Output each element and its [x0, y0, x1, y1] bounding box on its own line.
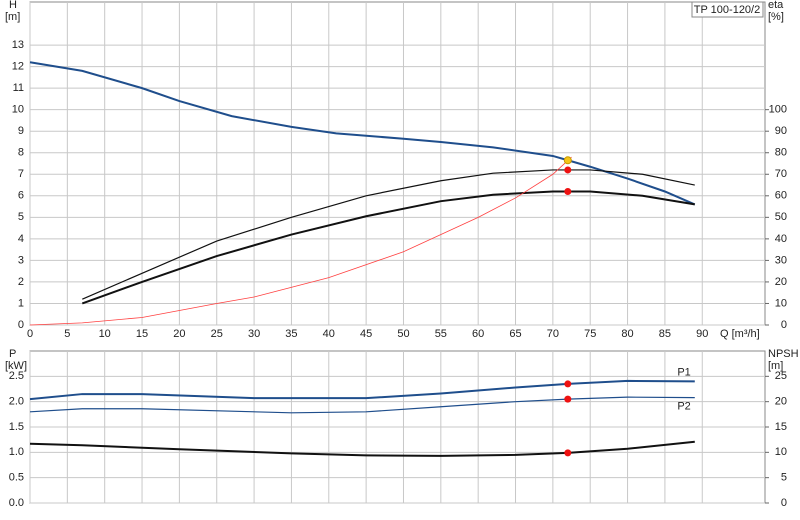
y-tick-label: 1	[18, 297, 24, 309]
y2-tick-label: 40	[775, 233, 787, 245]
x-tick-label: 55	[435, 328, 447, 340]
y-axis-unit: [kW]	[5, 360, 27, 372]
y-tick-label: 5	[18, 211, 24, 223]
series-line	[81, 190, 695, 305]
y2-tick-label: 0	[781, 319, 787, 331]
y-tick-label: 2.0	[9, 396, 24, 408]
y-tick-label: 4	[18, 233, 24, 245]
y-tick-label: 8	[18, 147, 24, 159]
series-line	[29, 396, 695, 414]
y2-tick-label: 100	[769, 104, 787, 116]
operating-point	[564, 380, 572, 388]
operating-point	[563, 156, 572, 165]
y2-tick-label: 70	[775, 168, 787, 180]
y-tick-label: 3	[18, 254, 24, 266]
x-axis-label: Q [m³/h]	[720, 328, 760, 340]
series-label: P1	[677, 366, 690, 378]
y-tick-label: 0	[18, 319, 24, 331]
y-tick-label: 12	[12, 61, 24, 73]
x-tick-label: 45	[360, 328, 372, 340]
x-tick-label: 65	[509, 328, 521, 340]
operating-point	[564, 395, 572, 403]
y-tick-label: 2	[18, 276, 24, 288]
series-line	[29, 61, 696, 206]
x-tick-label: 75	[584, 328, 596, 340]
y2-axis-label: NPSH	[768, 348, 799, 360]
x-tick-label: 40	[323, 328, 335, 340]
x-tick-label: 15	[136, 328, 148, 340]
x-tick-label: 70	[547, 328, 559, 340]
y-tick-label: 7	[18, 168, 24, 180]
operating-point	[564, 166, 572, 174]
y2-axis-unit: [m]	[768, 360, 783, 372]
x-tick-label: 10	[99, 328, 111, 340]
y-tick-label: 0.5	[9, 472, 24, 484]
y-tick-label: 1.5	[9, 421, 24, 433]
series-line	[29, 379, 695, 401]
x-tick-label: 80	[621, 328, 633, 340]
y-tick-label: 10	[12, 104, 24, 116]
y-tick-label: 0.0	[9, 497, 24, 509]
x-tick-label: 25	[211, 328, 223, 340]
y-axis-unit: [m]	[5, 11, 20, 23]
x-tick-label: 35	[285, 328, 297, 340]
y-axis-label: P	[9, 348, 16, 360]
plot-frame	[29, 1, 766, 326]
y-axis-label: H	[9, 0, 17, 11]
x-tick-label: 0	[27, 328, 33, 340]
y-tick-label: 1.0	[9, 446, 24, 458]
x-tick-label: 30	[248, 328, 260, 340]
y2-axis-label: eta	[768, 0, 784, 11]
x-tick-label: 5	[64, 328, 70, 340]
y2-tick-label: 20	[775, 396, 787, 408]
x-tick-label: 60	[472, 328, 484, 340]
x-tick-label: 50	[397, 328, 409, 340]
y2-tick-label: 10	[775, 297, 787, 309]
label-box	[691, 1, 764, 18]
x-tick-label: 90	[696, 328, 708, 340]
y2-tick-label: 30	[775, 254, 787, 266]
y2-tick-label: 25	[775, 370, 787, 382]
series-line	[82, 169, 695, 300]
y2-tick-label: 80	[775, 147, 787, 159]
series-line	[29, 156, 572, 326]
label: TP 100-120/2	[694, 4, 760, 16]
operating-point	[564, 449, 572, 457]
y2-tick-label: 60	[775, 190, 787, 202]
y-tick-label: 6	[18, 190, 24, 202]
y2-tick-label: 10	[775, 446, 787, 458]
y2-tick-label: 90	[775, 125, 787, 137]
x-tick-label: 85	[659, 328, 671, 340]
series-label: P2	[677, 401, 690, 413]
y2-tick-label: 5	[781, 472, 787, 484]
series-line	[29, 440, 695, 457]
y2-tick-label: 50	[775, 211, 787, 223]
y2-tick-label: 15	[775, 421, 787, 433]
y-tick-label: 13	[12, 39, 24, 51]
y-tick-label: 2.5	[9, 370, 24, 382]
y2-tick-label: 0	[781, 497, 787, 509]
x-tick-label: 20	[173, 328, 185, 340]
y-tick-label: 11	[13, 82, 24, 94]
y2-axis-unit: [%]	[768, 11, 784, 23]
operating-point	[564, 187, 572, 195]
y2-tick-label: 20	[775, 276, 787, 288]
y-tick-label: 9	[18, 125, 24, 137]
